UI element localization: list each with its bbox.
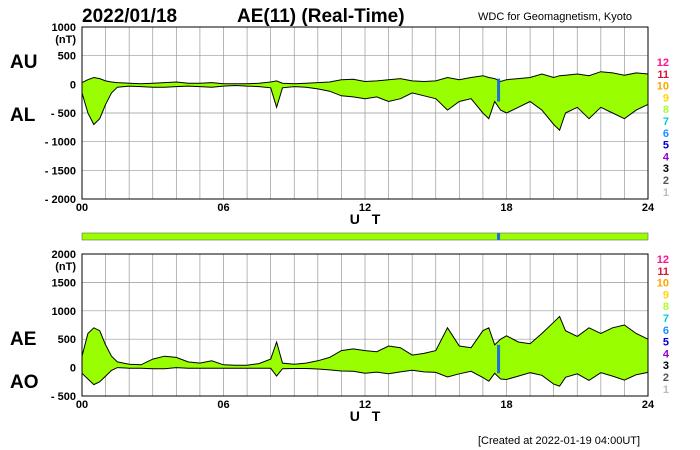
level-legend-item: 6 [663, 325, 669, 337]
y-tick-label: - 500 [51, 391, 76, 403]
y-tick-label: 0 [70, 79, 76, 91]
gap-marker [497, 78, 501, 102]
level-legend-item: 3 [663, 360, 669, 372]
level-legend-item: 12 [657, 57, 669, 69]
level-legend-item: 12 [657, 254, 669, 266]
plot-frame [81, 253, 649, 397]
series-label-ao: AO [10, 372, 39, 393]
created-timestamp: [Created at 2022-01-19 04:00UT] [478, 435, 640, 447]
y-tick-label: 500 [58, 334, 76, 346]
y-unit-label: (nT) [55, 261, 76, 273]
level-legend-item: 2 [663, 175, 669, 187]
level-legend-item: 4 [663, 348, 670, 360]
y-tick-label: - 2000 [45, 194, 76, 206]
level-legend-item: 3 [663, 163, 669, 175]
y-tick-label: - 1500 [45, 165, 76, 177]
panel-au-al: 1000 500 0 - 500 - 1000 - 1500 - 2000 (nT) 00 06 1… [10, 22, 655, 227]
y-tick-label: 2000 [52, 249, 76, 261]
level-legend-item: 9 [663, 289, 669, 301]
x-tick-label: 24 [642, 399, 655, 411]
level-legend-item: 11 [657, 266, 669, 278]
level-legend-item: 2 [663, 372, 669, 384]
series-label-au: AU [10, 52, 37, 73]
x-tick-label: 12 [359, 399, 371, 411]
level-legend-item: 1 [663, 384, 669, 396]
x-tick-label: 06 [217, 399, 229, 411]
panel-ae-ao: 2000 1500 1000 500 0 - 500 (nT) 00 06 12 18 24 U T AE… [10, 249, 655, 424]
gap-marker [497, 344, 501, 374]
y-tick-label: 1000 [52, 22, 76, 34]
x-tick-label: 18 [500, 202, 512, 214]
x-tick-label: 00 [76, 202, 88, 214]
y-unit-label: (nT) [55, 34, 76, 46]
level-legend-item: 4 [663, 151, 670, 163]
level-legend-item: 8 [663, 104, 669, 116]
y-tick-label: 0 [70, 363, 76, 375]
y-tick-label: 1500 [52, 277, 76, 289]
level-legend-item: 5 [663, 140, 669, 152]
series-line-ao [81, 367, 649, 387]
band-fill [82, 71, 648, 131]
series-line-au [81, 71, 649, 85]
level-legend-item: 7 [663, 313, 669, 325]
x-tick-label: 00 [76, 399, 88, 411]
level-legend-item: 10 [657, 278, 669, 290]
series-label-al: AL [10, 105, 36, 126]
level-legend-item: 7 [663, 116, 669, 128]
x-tick-label: 24 [642, 202, 655, 214]
x-tick-label: 18 [500, 399, 512, 411]
level-legend-item: 1 [663, 187, 669, 199]
strip-bar [81, 232, 649, 241]
y-tick-label: - 500 [51, 108, 76, 120]
level-legend-item: 8 [663, 301, 669, 313]
x-tick-label: 12 [359, 202, 371, 214]
level-legend-item: 11 [657, 69, 669, 81]
level-legend-item: 5 [663, 337, 669, 349]
level-legend-item: 9 [663, 92, 669, 104]
series-line-ae [81, 315, 649, 366]
series-line-al [81, 84, 649, 132]
y-tick-label: - 1000 [45, 137, 76, 149]
x-axis-label: U T [350, 408, 385, 424]
level-legend-item: 10 [657, 81, 669, 93]
source-label: WDC for Geomagnetism, Kyoto [478, 11, 632, 23]
plot-frame [81, 26, 649, 200]
y-tick-label: 500 [58, 51, 76, 63]
data-quality-strip [81, 232, 649, 241]
series-label-ae: AE [10, 329, 36, 350]
strip-gap-marker [497, 233, 501, 240]
y-tick-label: 1000 [52, 306, 76, 318]
chart-title: AE(11) (Real-Time) [237, 6, 405, 27]
x-tick-label: 06 [217, 202, 229, 214]
date-label: 2022/01/18 [82, 6, 177, 27]
level-legend-item: 6 [663, 128, 669, 140]
x-axis-label: U T [350, 211, 385, 227]
band-fill [82, 316, 648, 387]
